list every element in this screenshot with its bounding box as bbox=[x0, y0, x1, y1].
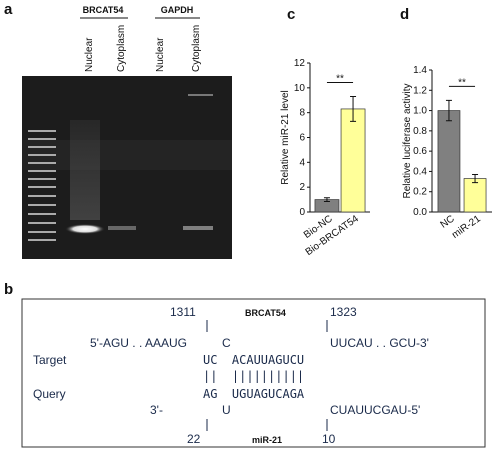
panel-label: a bbox=[4, 1, 13, 18]
diagram-frame bbox=[21, 298, 486, 448]
error-bar bbox=[350, 96, 357, 122]
y-tick-label: 12 bbox=[294, 58, 306, 69]
y-tick-label: 2 bbox=[299, 182, 305, 193]
position: 1311 bbox=[170, 305, 196, 319]
bar bbox=[437, 110, 461, 213]
lane-label: Nuclear bbox=[155, 37, 166, 72]
lane-label: Cytoplasm bbox=[191, 25, 202, 72]
y-tick-label: 10 bbox=[294, 83, 306, 94]
lane-label: Nuclear bbox=[84, 37, 95, 72]
error-bar bbox=[445, 99, 452, 122]
y-tick-label: 1.0 bbox=[413, 106, 427, 117]
position: 22 bbox=[187, 432, 201, 446]
lane-label: Cytoplasm bbox=[116, 25, 127, 72]
position: 10 bbox=[322, 432, 336, 446]
sequence: UC ACAUUAGUCU bbox=[203, 353, 304, 367]
y-tick-label: 0.4 bbox=[413, 166, 427, 177]
group-label: GAPDH bbox=[161, 5, 194, 15]
position: 1323 bbox=[330, 305, 357, 319]
row-label: Query bbox=[33, 387, 66, 401]
y-tick-label: 8 bbox=[299, 108, 305, 119]
significance: ** bbox=[336, 74, 344, 85]
gel-image bbox=[22, 76, 232, 259]
y-tick-label: 0.2 bbox=[413, 187, 427, 198]
row-label: Target bbox=[33, 353, 67, 367]
panel-label: d bbox=[400, 6, 409, 23]
panel-label: b bbox=[4, 281, 13, 298]
x-tick-label: miR-21 bbox=[450, 213, 483, 241]
sequence: 3'- bbox=[150, 403, 163, 417]
y-axis-label: Relative miR-21 level bbox=[280, 90, 291, 184]
y-tick-label: 4 bbox=[299, 157, 305, 168]
pairing: || |||||||||| bbox=[203, 369, 304, 383]
bar bbox=[463, 178, 487, 213]
y-tick-label: 0 bbox=[299, 207, 305, 218]
sequence: 5'-AGU . . AAAUG bbox=[90, 336, 187, 350]
sequence: U bbox=[222, 403, 231, 417]
sequence: AG UGUAGUCAGA bbox=[203, 387, 305, 401]
y-tick-label: 0.6 bbox=[413, 146, 427, 157]
panel-label: c bbox=[287, 6, 295, 23]
group-label: BRCAT54 bbox=[83, 5, 124, 15]
error-bar bbox=[323, 197, 330, 202]
y-tick-label: 1.2 bbox=[413, 85, 427, 96]
gene-label: BRCAT54 bbox=[245, 308, 286, 318]
y-tick-label: 0.8 bbox=[413, 126, 427, 137]
mirna-label: miR-21 bbox=[252, 435, 282, 445]
sequence: C bbox=[222, 336, 231, 350]
bar bbox=[340, 108, 366, 213]
significance: ** bbox=[458, 77, 466, 88]
y-tick-label: 1.4 bbox=[413, 65, 427, 76]
error-bar bbox=[472, 173, 479, 184]
sequence: CUAUUCGAU-5' bbox=[330, 403, 420, 417]
y-tick-label: 0.0 bbox=[413, 207, 427, 218]
sequence: UUCAU . . GCU-3' bbox=[330, 336, 429, 350]
y-tick-label: 6 bbox=[299, 133, 305, 144]
y-axis-label: Relative luciferase activity bbox=[402, 83, 413, 198]
